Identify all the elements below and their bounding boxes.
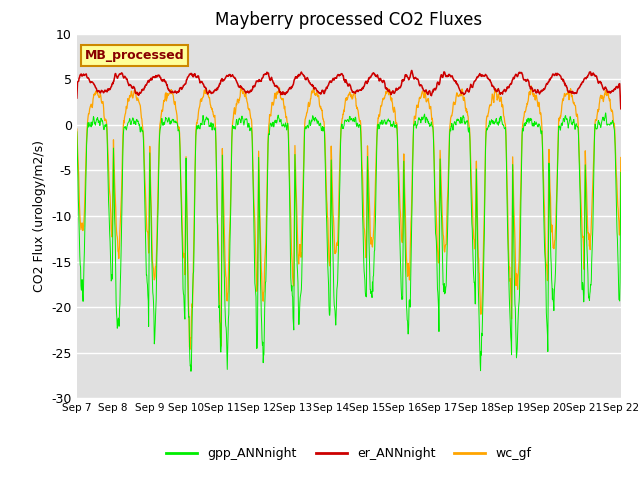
er_ANNnight bbox=[617, 106, 625, 112]
wc_gf bbox=[186, 347, 194, 352]
wc_gf bbox=[255, 169, 263, 175]
wc_gf bbox=[195, 112, 202, 118]
gpp_ANNnight bbox=[180, 313, 188, 319]
gpp_ANNnight bbox=[553, 215, 561, 221]
wc_gf bbox=[73, 126, 81, 132]
er_ANNnight bbox=[434, 80, 442, 85]
gpp_ANNnight bbox=[73, 129, 81, 135]
gpp_ANNnight bbox=[505, 265, 513, 271]
er_ANNnight bbox=[408, 68, 415, 73]
er_ANNnight bbox=[194, 73, 202, 79]
wc_gf bbox=[180, 254, 188, 260]
gpp_ANNnight bbox=[255, 182, 263, 188]
er_ANNnight bbox=[505, 84, 513, 90]
er_ANNnight bbox=[255, 78, 262, 84]
wc_gf bbox=[553, 182, 561, 188]
Legend: gpp_ANNnight, er_ANNnight, wc_gf: gpp_ANNnight, er_ANNnight, wc_gf bbox=[161, 442, 536, 465]
gpp_ANNnight bbox=[602, 110, 609, 116]
Y-axis label: CO2 Flux (urology/m2/s): CO2 Flux (urology/m2/s) bbox=[33, 140, 46, 292]
Title: Mayberry processed CO2 Fluxes: Mayberry processed CO2 Fluxes bbox=[215, 11, 483, 29]
Line: gpp_ANNnight: gpp_ANNnight bbox=[77, 113, 621, 372]
er_ANNnight bbox=[180, 82, 188, 87]
gpp_ANNnight bbox=[187, 369, 195, 374]
Text: MB_processed: MB_processed bbox=[85, 49, 184, 62]
wc_gf bbox=[617, 155, 625, 160]
Line: wc_gf: wc_gf bbox=[77, 86, 621, 349]
er_ANNnight bbox=[553, 72, 561, 78]
gpp_ANNnight bbox=[434, 286, 442, 292]
er_ANNnight bbox=[73, 95, 81, 101]
wc_gf bbox=[527, 83, 535, 89]
Line: er_ANNnight: er_ANNnight bbox=[77, 71, 621, 109]
gpp_ANNnight bbox=[617, 169, 625, 175]
gpp_ANNnight bbox=[195, 125, 202, 131]
wc_gf bbox=[434, 245, 442, 251]
wc_gf bbox=[505, 246, 513, 252]
